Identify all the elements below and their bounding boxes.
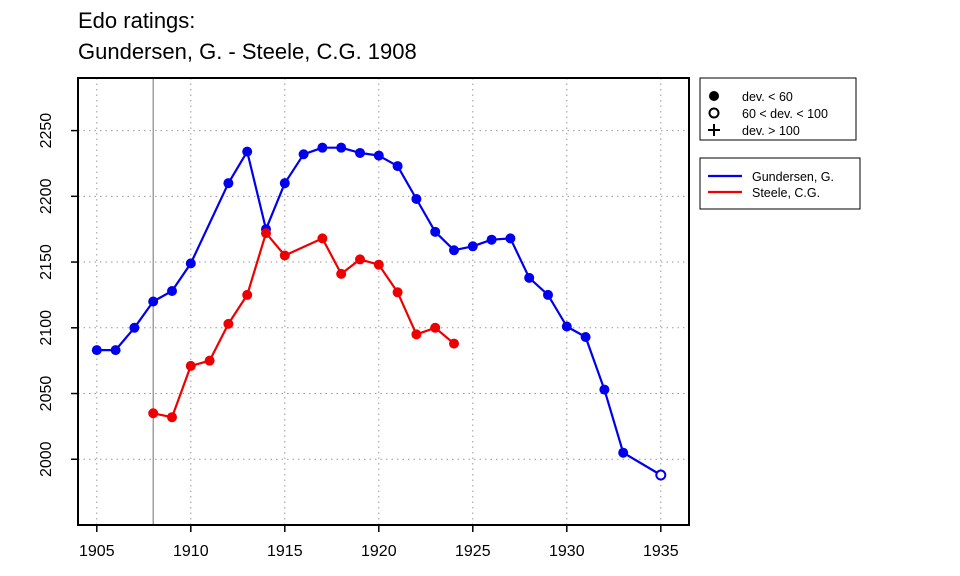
data-point-steele <box>392 287 403 298</box>
series-line-steele <box>152 232 455 419</box>
series-steele <box>148 228 459 423</box>
y-tick-label: 2100 <box>38 310 55 346</box>
data-point-gundersen <box>355 147 365 158</box>
x-tick-label: 1915 <box>267 543 303 560</box>
open-circle-icon <box>708 107 720 119</box>
data-point-gundersen <box>185 258 196 269</box>
deviation-legend-box <box>699 77 857 141</box>
data-point-steele <box>449 338 459 349</box>
series-legend: Gundersen, G. Steele, C.G. <box>699 157 861 210</box>
data-point-steele <box>167 412 177 423</box>
y-tick-label: 2150 <box>38 244 55 280</box>
data-point-gundersen <box>599 384 610 395</box>
x-tick-label: 1905 <box>79 543 115 560</box>
data-point-steele <box>204 355 215 366</box>
data-point-gundersen <box>167 285 177 296</box>
data-point-gundersen <box>317 142 328 153</box>
data-point-steele <box>411 329 422 340</box>
x-tick-label: 1910 <box>173 543 209 560</box>
plot-frame <box>77 77 690 526</box>
data-point-gundersen <box>223 178 234 189</box>
chart-title-line-2: Gundersen, G. - Steele, C.G. 1908 <box>78 39 417 64</box>
data-point-gundersen <box>580 331 591 342</box>
data-point-gundersen <box>561 321 572 332</box>
x-tick-label: 1925 <box>455 543 491 560</box>
deviation-legend-label: dev. > 100 <box>742 124 800 138</box>
data-point-steele <box>336 268 347 279</box>
chart-title-line-1: Edo ratings: <box>78 8 196 33</box>
y-tick-label: 2250 <box>38 113 55 149</box>
data-point-steele <box>317 233 328 244</box>
data-point-gundersen <box>279 178 290 189</box>
data-point-steele <box>430 322 441 333</box>
plus-icon <box>708 124 720 136</box>
data-point-steele <box>279 250 290 261</box>
data-point-gundersen <box>486 234 497 245</box>
data-point-gundersen <box>91 345 102 356</box>
x-tick-label: 1930 <box>549 543 585 560</box>
series-legend-box <box>699 157 861 210</box>
data-point-gundersen <box>129 322 140 333</box>
deviation-legend-label: dev. < 60 <box>742 90 793 104</box>
data-point-gundersen <box>524 272 535 283</box>
data-point-gundersen <box>298 149 309 160</box>
data-point-gundersen <box>242 146 253 157</box>
y-tick-label: 2050 <box>38 376 55 412</box>
data-point-steele <box>148 408 159 419</box>
data-point-gundersen <box>618 447 629 458</box>
legend-label-gundersen: Gundersen, G. <box>752 170 834 184</box>
data-point-gundersen <box>148 296 159 307</box>
data-point-gundersen <box>449 245 459 256</box>
data-point-gundersen <box>505 233 516 244</box>
data-point-gundersen <box>467 241 478 252</box>
data-point-steele <box>373 259 384 270</box>
x-tick-label: 1920 <box>361 543 397 560</box>
x-tick-label: 1935 <box>643 543 679 560</box>
data-point-gundersen <box>543 289 553 300</box>
data-point-gundersen <box>411 193 422 204</box>
y-tick-label: 2200 <box>38 178 55 214</box>
data-point-steele <box>355 254 365 265</box>
axis-layer: 1905 1910 1915 1920 1925 1930 1935 2000 2050 2100… <box>38 113 679 560</box>
grid-layer <box>78 78 689 525</box>
data-point-steele <box>261 228 271 239</box>
data-point-steele <box>223 318 234 329</box>
data-point-gundersen <box>430 226 441 237</box>
legend-label-steele: Steele, C.G. <box>752 186 820 200</box>
filled-circle-icon <box>709 91 719 101</box>
data-point-gundersen <box>110 345 121 356</box>
data-point-gundersen <box>392 161 403 172</box>
data-point-steele <box>185 360 196 371</box>
data-point-steele <box>242 289 253 300</box>
deviation-legend-label: 60 < dev. < 100 <box>742 107 828 121</box>
series-gundersen <box>91 142 667 481</box>
data-point-gundersen <box>373 150 384 161</box>
data-point-gundersen <box>655 469 667 481</box>
data-point-gundersen <box>336 142 347 153</box>
series-layer <box>91 142 667 481</box>
deviation-legend: dev. < 60 60 < dev. < 100 dev. > 100 <box>699 77 857 141</box>
y-tick-label: 2000 <box>38 441 55 477</box>
